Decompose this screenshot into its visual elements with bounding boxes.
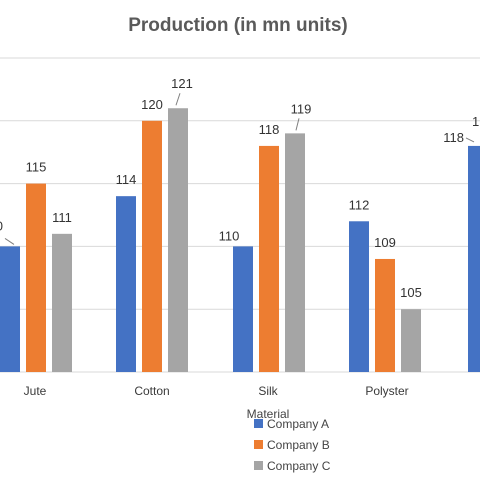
leader-line [4, 237, 15, 245]
bar-company-c-3 [401, 309, 421, 372]
legend-label-company-c: Company C [267, 459, 331, 473]
leader-line [465, 137, 475, 143]
bar-company-b-0 [26, 183, 46, 372]
bar-company-b-1 [142, 120, 162, 372]
legend-swatch-company-b [254, 440, 263, 449]
x-tick-label-0: Jute [24, 384, 47, 398]
data-label-company-c-3: 105 [400, 285, 422, 300]
legend-swatch-company-c [254, 461, 263, 470]
bar-company-b-2 [259, 145, 279, 372]
legend-label-company-b: Company B [267, 438, 330, 452]
bar-company-c-0 [52, 233, 72, 372]
bar-company-c-2 [285, 133, 305, 372]
data-label-company-b-3: 109 [374, 235, 396, 250]
data-label-company-a-4: 118 [443, 130, 464, 145]
bar-company-a-3 [349, 221, 369, 372]
bar-company-a-1 [116, 196, 136, 372]
bar-company-a-4 [468, 145, 480, 372]
data-labels: 0 114 110 112 118 115 120 118 109 111 121 119 105 1 [0, 76, 479, 300]
bar-company-c-1 [168, 108, 188, 373]
x-axis-title: Material [247, 407, 290, 421]
data-label-company-a-3: 112 [349, 197, 370, 212]
data-label-company-a-0: 0 [0, 218, 3, 233]
legend-label-company-a: Company A [267, 417, 329, 431]
data-label-partial-right: 1 [472, 114, 479, 129]
data-label-company-b-1: 120 [141, 97, 163, 112]
bar-company-b-3 [375, 258, 395, 372]
x-tick-labels: Jute Cotton Silk Polyster [24, 384, 409, 398]
data-label-company-a-1: 114 [116, 172, 137, 187]
bar-company-a-2 [233, 246, 253, 372]
x-tick-label-2: Silk [258, 384, 278, 398]
data-label-company-c-0: 111 [52, 210, 72, 225]
bar-company-a-0 [0, 246, 20, 372]
legend: Company A Company B Company C [254, 417, 331, 473]
x-tick-label-1: Cotton [134, 384, 169, 398]
data-label-company-b-0: 115 [26, 160, 47, 175]
data-label-company-a-2: 110 [219, 228, 240, 243]
data-label-company-c-2: 119 [291, 101, 312, 116]
x-tick-label-3: Polyster [365, 384, 408, 398]
data-label-company-c-1: 121 [171, 76, 193, 91]
bars [0, 108, 480, 373]
leader-line [295, 118, 300, 131]
leader-line [175, 93, 181, 106]
chart-title: Production (in mn units) [128, 15, 348, 36]
data-label-company-b-2: 118 [259, 122, 280, 137]
legend-swatch-company-a [254, 419, 263, 428]
